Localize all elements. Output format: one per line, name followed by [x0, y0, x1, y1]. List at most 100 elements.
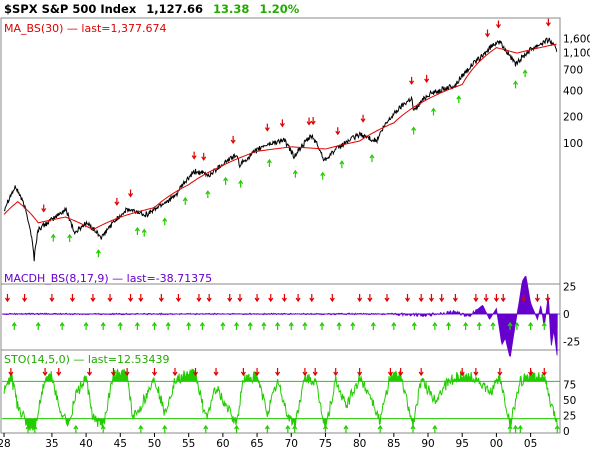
macd-buy-arrow	[234, 321, 240, 330]
macd-panel: 25 0 -25	[1, 275, 580, 357]
last-price: 1,127.66	[146, 2, 203, 16]
macd-buy-arrow	[261, 321, 267, 330]
macd-sell-arrow	[483, 294, 489, 303]
macd-buy-arrow	[391, 321, 397, 330]
sell-signal-arrow	[191, 151, 197, 160]
x-tick-label: 95	[456, 438, 469, 450]
sto-sell-arrow	[151, 368, 157, 377]
macd-legend: MACDH_BS(8,17,9) — last=-38.71375	[4, 272, 212, 285]
buy-signal-arrow	[430, 107, 436, 116]
sto-sell-arrow	[124, 368, 130, 377]
sto-oversold-fill	[2, 418, 558, 431]
macd-buy-arrow	[199, 321, 205, 330]
sto-sell-arrow	[387, 368, 393, 377]
buy-signal-arrow	[162, 217, 168, 226]
sto-buy-arrow	[25, 424, 31, 433]
sto-buy-arrow	[234, 424, 240, 433]
sell-signal-arrow	[409, 76, 415, 85]
macd-y-tick: 0	[563, 309, 570, 321]
ma-legend: MA_BS(30) — last=1,377.674	[4, 22, 166, 35]
ma-line	[3, 43, 557, 231]
sell-signal-arrow	[201, 152, 207, 161]
x-tick-label: 70	[285, 438, 298, 450]
macd-sell-arrow	[329, 294, 335, 303]
sell-signal-arrow	[485, 29, 491, 38]
sto-buy-arrow	[377, 424, 383, 433]
sell-signal-arrow	[114, 197, 120, 206]
sto-sell-arrow	[42, 368, 48, 377]
sto-sell-arrow	[541, 368, 547, 377]
sto-sell-arrow	[418, 368, 424, 377]
macd-sell-arrow	[268, 294, 274, 303]
sto-buy-arrow	[203, 424, 209, 433]
macd-buy-arrow	[35, 321, 41, 330]
macd-sell-arrow	[22, 294, 28, 303]
macd-buy-arrow	[247, 321, 253, 330]
x-tick-label: 55	[182, 438, 195, 450]
buy-signal-arrow	[369, 153, 375, 163]
macd-buy-arrow	[490, 321, 496, 330]
sto-sell-arrow	[254, 368, 260, 377]
sto-sell-arrow	[312, 368, 318, 377]
macd-sell-arrow	[473, 294, 479, 303]
macd-sell-arrow	[418, 294, 424, 303]
buy-signal-arrow	[513, 80, 519, 89]
macd-buy-arrow	[541, 321, 547, 330]
price-panel: 1,600 1,100 700 400 200 100	[3, 18, 590, 262]
x-axis: 28 35 40 45 50 55 60 65 70 75 80 85 90 95 00 05	[0, 433, 537, 450]
macd-buy-arrow	[11, 321, 17, 330]
x-tick-label: 00	[490, 438, 503, 450]
macd-buy-arrow	[165, 321, 171, 330]
macd-histogram	[1, 275, 558, 357]
price-change-pct: 1.20%	[259, 2, 299, 16]
sto-sell-arrow	[473, 368, 479, 377]
macd-sell-arrow	[439, 294, 445, 303]
sto-panel: 75 50 25 0	[2, 368, 576, 438]
macd-buy-arrow	[302, 321, 308, 330]
buy-signal-arrow	[456, 95, 462, 104]
sto-buy-arrow	[264, 424, 270, 433]
macd-buy-arrow	[319, 321, 325, 330]
sto-y-tick: 75	[563, 380, 576, 392]
sell-signal-arrow	[264, 123, 270, 132]
sto-sell-arrow	[56, 368, 62, 377]
sto-buy-arrow	[554, 424, 560, 433]
macd-sell-arrow	[69, 294, 75, 303]
sto-buy-arrow	[292, 424, 298, 433]
macd-sell-arrow	[500, 294, 506, 303]
sto-legend: STO(14,5,0) — last=12.53439	[4, 353, 169, 366]
x-tick-label: 80	[353, 438, 366, 450]
buy-signal-arrow	[205, 190, 211, 199]
sto-sell-arrow	[8, 368, 14, 377]
sto-buy-arrow	[322, 424, 328, 433]
x-tick-label: 45	[114, 438, 127, 450]
sto-buy-arrow	[432, 424, 438, 433]
macd-buy-arrow	[476, 321, 482, 330]
sto-buy-arrow	[410, 424, 416, 433]
macd-sell-arrow	[534, 294, 540, 303]
macd-sell-arrow	[493, 294, 499, 303]
macd-sell-arrow	[158, 294, 164, 303]
x-tick-label: 85	[387, 438, 400, 450]
sto-sell-arrow	[357, 368, 363, 377]
macd-sell-arrow	[254, 294, 260, 303]
sto-buy-arrow	[32, 424, 38, 433]
symbol-name: $SPX S&P 500 Index	[4, 2, 137, 16]
x-tick-label: 65	[250, 438, 263, 450]
x-tick-label: 05	[524, 438, 537, 450]
macd-buy-arrow	[59, 321, 65, 330]
macd-sell-arrow	[138, 294, 144, 303]
x-tick-label: 90	[421, 438, 434, 450]
macd-buy-arrow	[350, 321, 356, 330]
sto-buy-arrow	[285, 424, 291, 433]
sell-signal-arrow	[360, 114, 366, 123]
buy-signal-arrow	[266, 158, 272, 167]
macd-sell-arrow	[4, 294, 10, 303]
sell-signal-arrow	[424, 74, 430, 83]
macd-buy-arrow	[446, 321, 452, 330]
sto-buy-arrow	[100, 424, 106, 433]
buy-signal-arrow	[339, 160, 345, 169]
sell-signal-arrow	[310, 117, 316, 126]
sto-y-tick: 50	[563, 395, 576, 407]
